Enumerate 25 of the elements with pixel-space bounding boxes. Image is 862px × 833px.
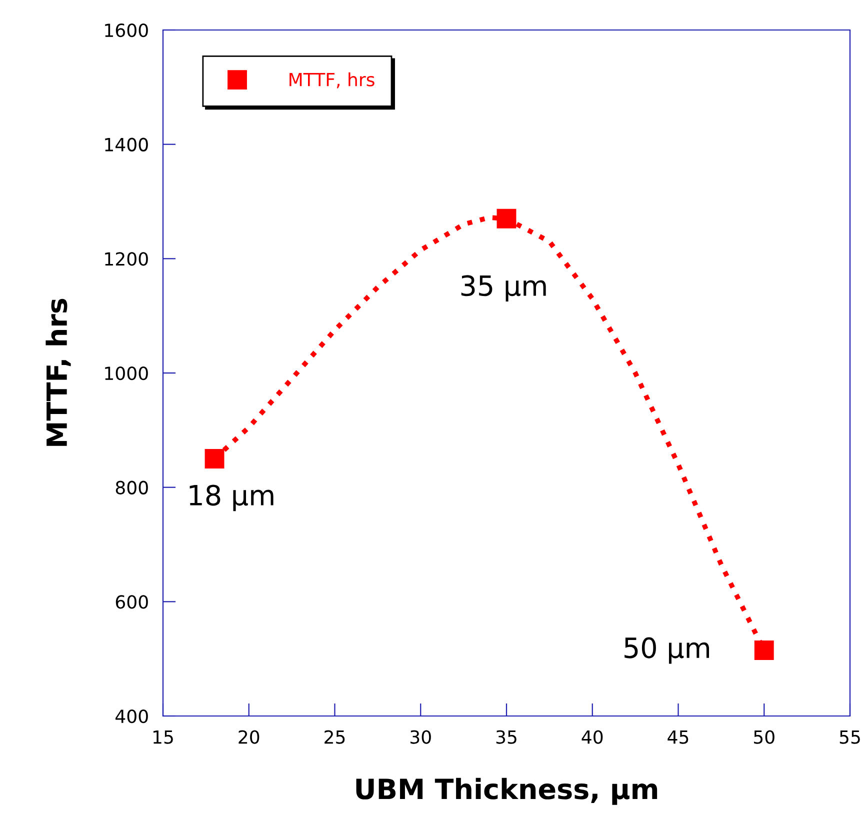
y-tick-label: 600 [116,595,148,609]
x-tick-label: 45 [668,730,688,744]
y-tick-label: 400 [116,709,148,724]
point [204,449,224,468]
x-tick-label: 35 [496,730,516,744]
y-axis-title: MTTF, hrs [46,298,71,446]
y-tick-label: 1200 [105,252,148,266]
x-tick-label: 40 [582,730,603,744]
legend-label: MTTF, hrs [290,72,374,88]
annotation: 18 µm [190,484,274,512]
point [496,208,516,228]
x-axis-title: UBM Thickness, µm [356,778,658,805]
x-tick-label: 15 [153,730,173,744]
x-tick-label: 55 [840,730,860,744]
x-tick-label: 25 [324,730,345,744]
point [754,640,774,660]
x-tick-label: 20 [238,730,260,744]
y-tick-label: 1000 [105,366,148,380]
y-tick-label: 1400 [105,138,148,152]
y-tick-label: 1600 [105,23,148,38]
annotation: 35 µm [461,275,546,302]
x-tick-label: 30 [410,730,431,744]
x-tick-label: 50 [754,730,774,744]
y-tick-label: 800 [116,480,148,494]
annotation: 50 µm [624,637,709,664]
